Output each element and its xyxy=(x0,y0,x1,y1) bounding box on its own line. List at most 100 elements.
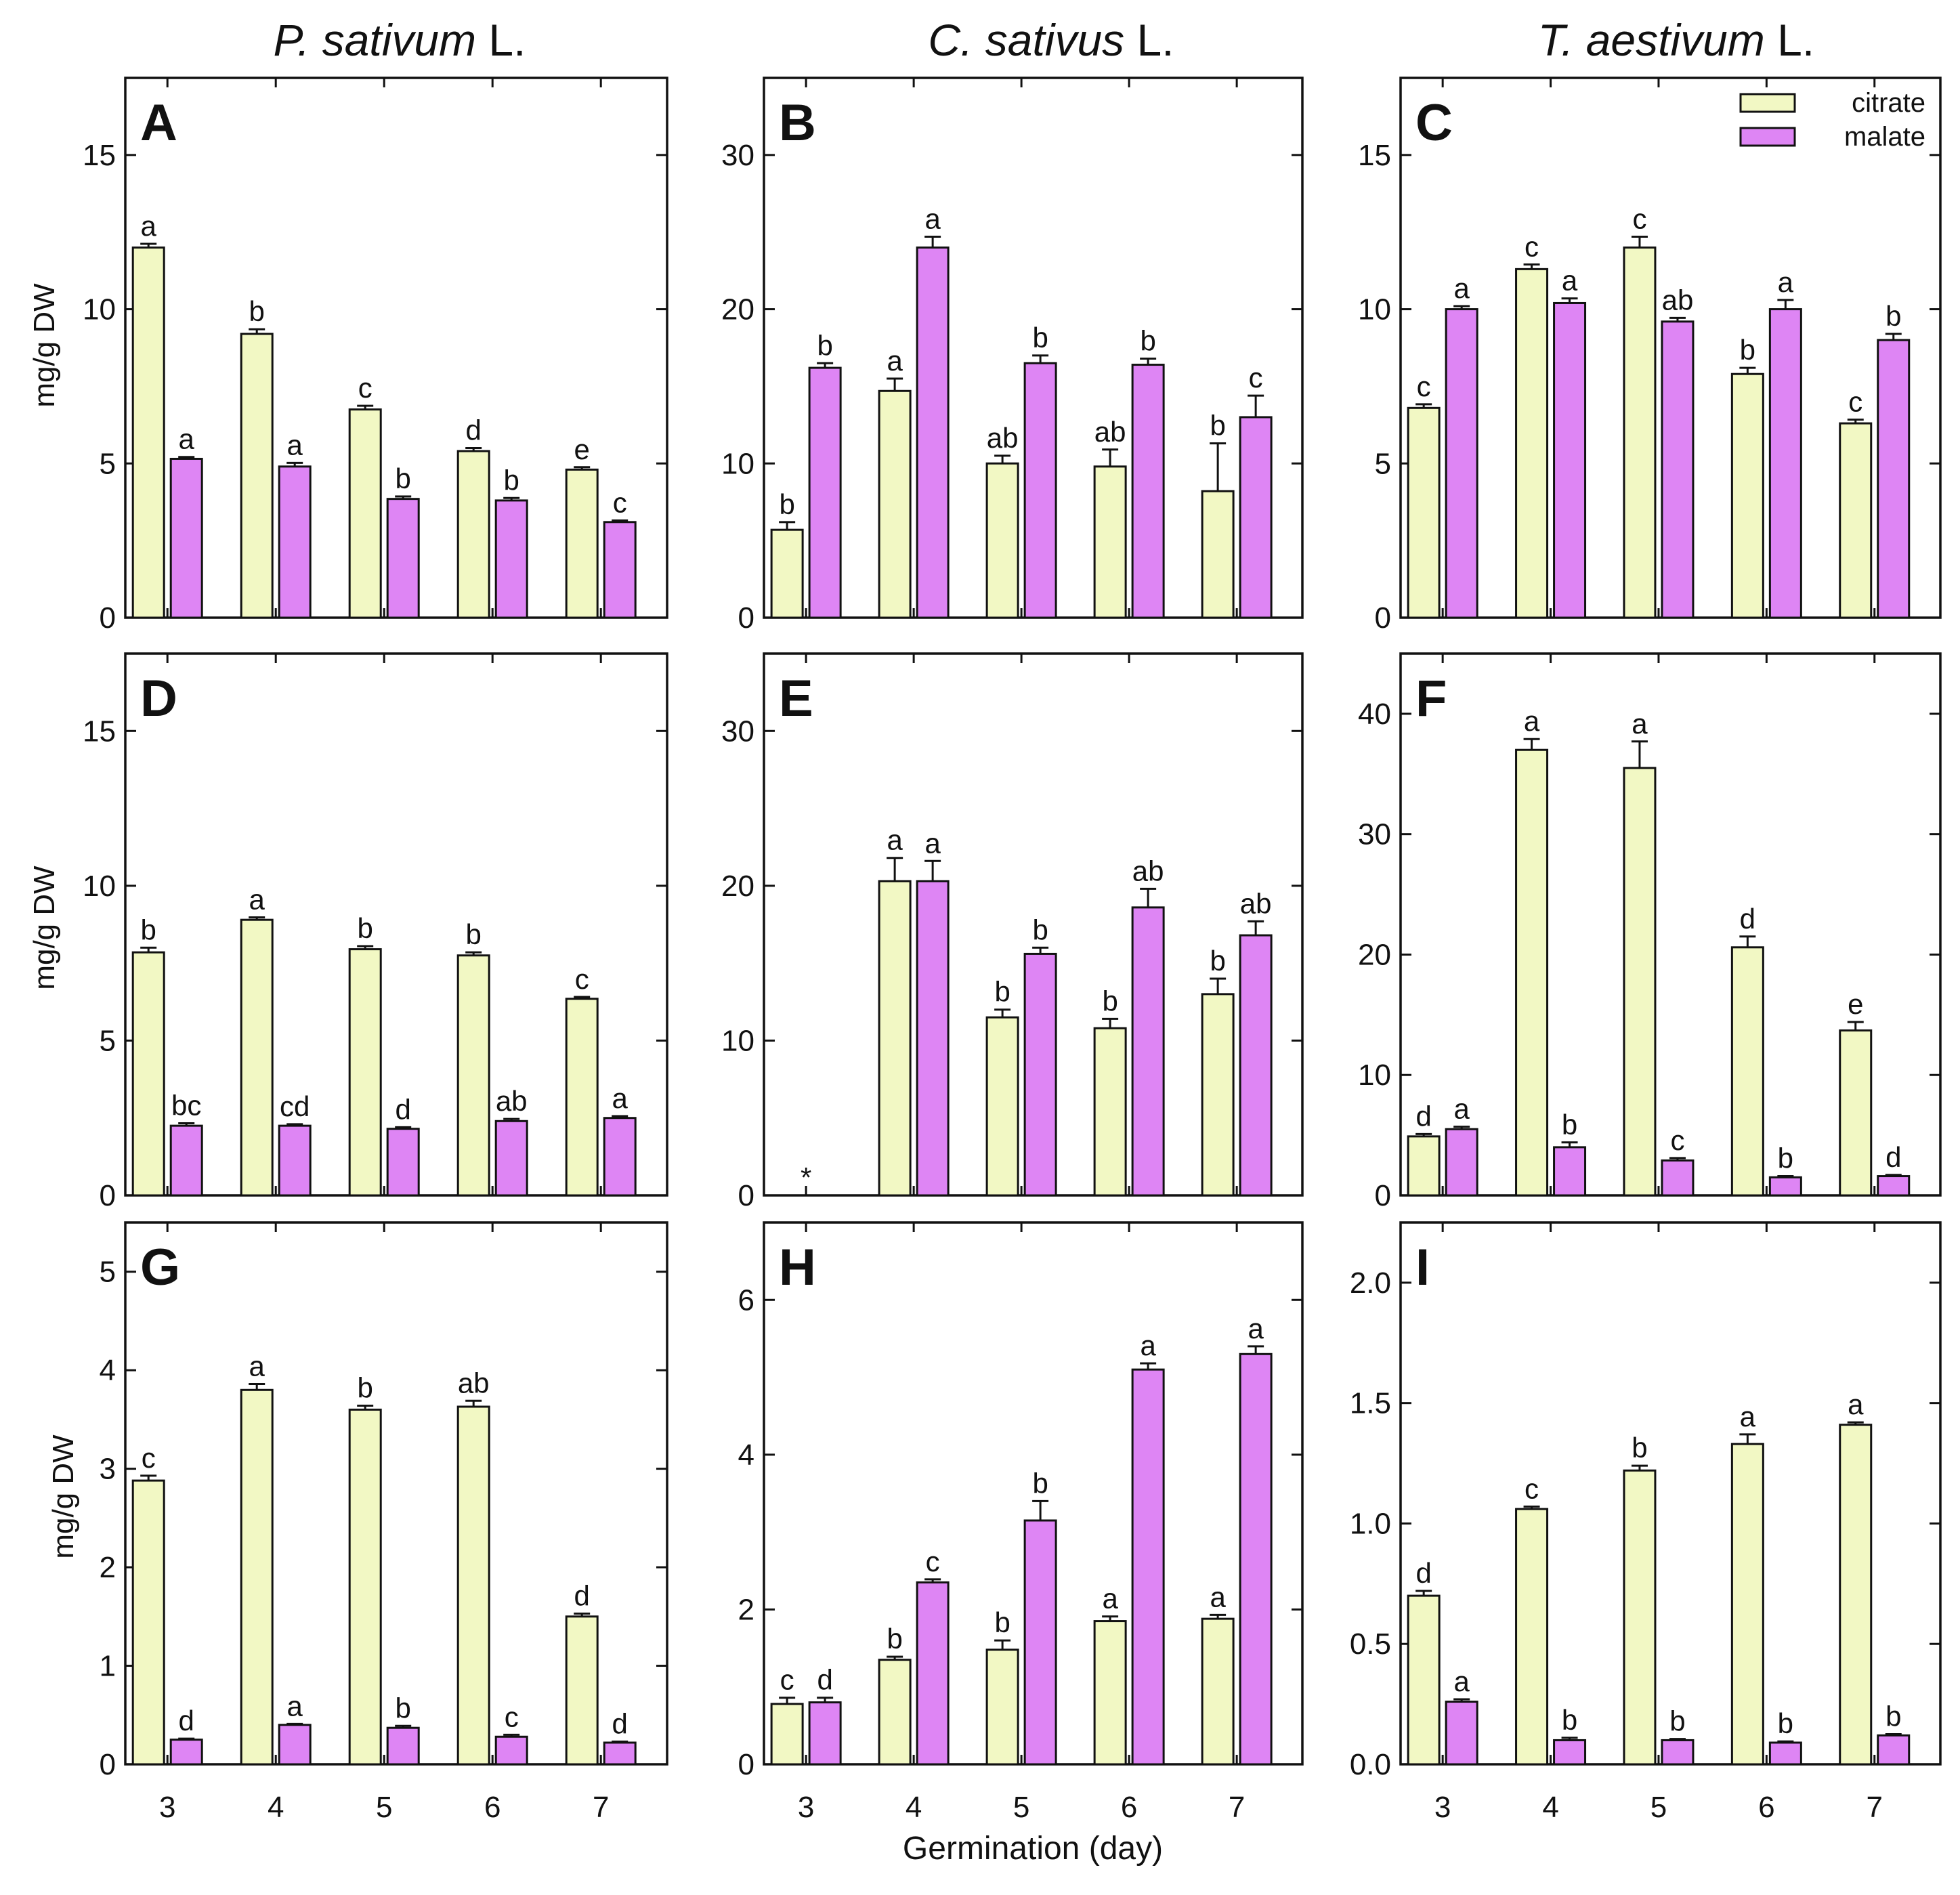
bar-citrate xyxy=(985,1648,1019,1766)
significance-label: b xyxy=(1102,985,1117,1017)
y-tick-label: 4 xyxy=(738,1439,754,1472)
bar-malate xyxy=(1661,1159,1695,1197)
significance-label: a xyxy=(1778,266,1794,298)
significance-label: d xyxy=(817,1664,832,1696)
x-tick-label: 7 xyxy=(593,1791,609,1824)
significance-label: ab xyxy=(987,422,1019,454)
y-tick-label: 0 xyxy=(1375,601,1391,635)
y-axis-label-row-3: mg/g DW xyxy=(47,1434,80,1559)
significance-label: b xyxy=(1669,1705,1685,1737)
bar-citrate xyxy=(1623,246,1657,619)
bar-citrate xyxy=(1093,1620,1127,1766)
significance-label: b xyxy=(887,1623,902,1655)
significance-label: c xyxy=(1249,362,1263,393)
bar-malate xyxy=(1023,1519,1057,1766)
bar-malate xyxy=(169,1124,203,1197)
bar-malate xyxy=(1239,1353,1273,1766)
significance-label: a xyxy=(1453,272,1470,304)
bar-malate xyxy=(1877,339,1911,619)
bar-citrate xyxy=(985,462,1019,619)
bar-malate xyxy=(494,499,528,619)
y-tick-label: 15 xyxy=(83,715,116,748)
bar-malate xyxy=(494,1735,528,1766)
significance-label: a xyxy=(1248,1313,1264,1344)
bar-citrate xyxy=(348,408,382,619)
significance-label: c xyxy=(142,1442,156,1474)
significance-label: c xyxy=(613,487,627,519)
bar-citrate xyxy=(240,333,274,619)
significance-label: d xyxy=(612,1708,628,1740)
bar-malate xyxy=(1131,1368,1165,1766)
significance-label: b xyxy=(1562,1109,1577,1141)
bar-citrate xyxy=(1201,993,1235,1197)
bar-malate xyxy=(278,1724,312,1766)
significance-label: b xyxy=(1886,300,1901,332)
significance-label: c xyxy=(780,1664,794,1696)
bar-malate xyxy=(603,521,637,619)
x-tick-label: 4 xyxy=(1542,1791,1558,1824)
y-tick-label: 10 xyxy=(721,447,754,480)
y-tick-label: 0 xyxy=(738,1179,754,1212)
y-tick-label: 0.0 xyxy=(1350,1748,1391,1781)
bar-malate xyxy=(169,457,203,619)
bar-citrate xyxy=(1407,1594,1441,1766)
bar-citrate xyxy=(1515,1508,1549,1766)
significance-label: ab xyxy=(1094,416,1126,448)
bar-citrate xyxy=(878,880,912,1197)
legend: citrate malate xyxy=(1739,88,1925,152)
x-axis-label: Germination (day) xyxy=(903,1831,1163,1867)
bar-citrate xyxy=(1839,422,1873,619)
y-tick-label: 15 xyxy=(1358,139,1391,172)
panel-letter: A xyxy=(140,94,177,152)
panel-letter: I xyxy=(1415,1239,1430,1296)
panel-letter: C xyxy=(1415,94,1453,152)
significance-label: b xyxy=(1032,1467,1048,1499)
y-tick-label: 15 xyxy=(83,139,116,172)
bar-citrate xyxy=(348,948,382,1197)
y-tick-label: 10 xyxy=(721,1024,754,1057)
bar-malate xyxy=(1768,308,1802,619)
bar-malate xyxy=(386,498,420,619)
significance-label: b xyxy=(396,1692,411,1724)
bar-citrate xyxy=(1407,1135,1441,1197)
significance-label: a xyxy=(287,429,303,461)
significance-label: b xyxy=(994,976,1010,1008)
significance-label: c xyxy=(1670,1124,1684,1156)
panel-letter: D xyxy=(140,670,177,727)
bar-citrate xyxy=(1515,268,1549,619)
y-tick-label: 4 xyxy=(100,1354,116,1387)
y-tick-label: 30 xyxy=(1358,818,1391,851)
significance-label: a xyxy=(249,883,265,915)
y-tick-label: 0 xyxy=(100,601,116,635)
bar-citrate xyxy=(131,951,165,1197)
bar-malate xyxy=(1553,1739,1587,1766)
y-tick-label: 30 xyxy=(721,139,754,172)
bar-malate xyxy=(808,366,842,619)
significance-label: b xyxy=(817,329,832,361)
significance-label: b xyxy=(141,914,156,945)
x-tick-label: 5 xyxy=(1650,1791,1667,1824)
x-tick-label: 3 xyxy=(1434,1791,1451,1824)
significance-label: b xyxy=(1778,1707,1793,1739)
x-tick-label: 6 xyxy=(1121,1791,1137,1824)
bar-citrate xyxy=(985,1016,1019,1197)
significance-label: c xyxy=(926,1546,940,1577)
bar-malate xyxy=(1768,1741,1802,1766)
significance-label: c xyxy=(1417,370,1431,402)
bar-malate xyxy=(1768,1176,1802,1197)
significance-label: cd xyxy=(280,1090,310,1122)
significance-label: e xyxy=(574,433,590,465)
significance-label: c xyxy=(575,963,589,995)
significance-label: c xyxy=(1848,386,1862,418)
significance-label: ab xyxy=(1240,887,1272,919)
bar-malate xyxy=(1877,1175,1911,1197)
y-tick-label: 0 xyxy=(1375,1179,1391,1212)
y-tick-label: 0 xyxy=(738,601,754,635)
legend-swatch-malate xyxy=(1739,127,1796,147)
y-tick-label: 0 xyxy=(100,1179,116,1212)
bar-citrate xyxy=(131,1479,165,1766)
